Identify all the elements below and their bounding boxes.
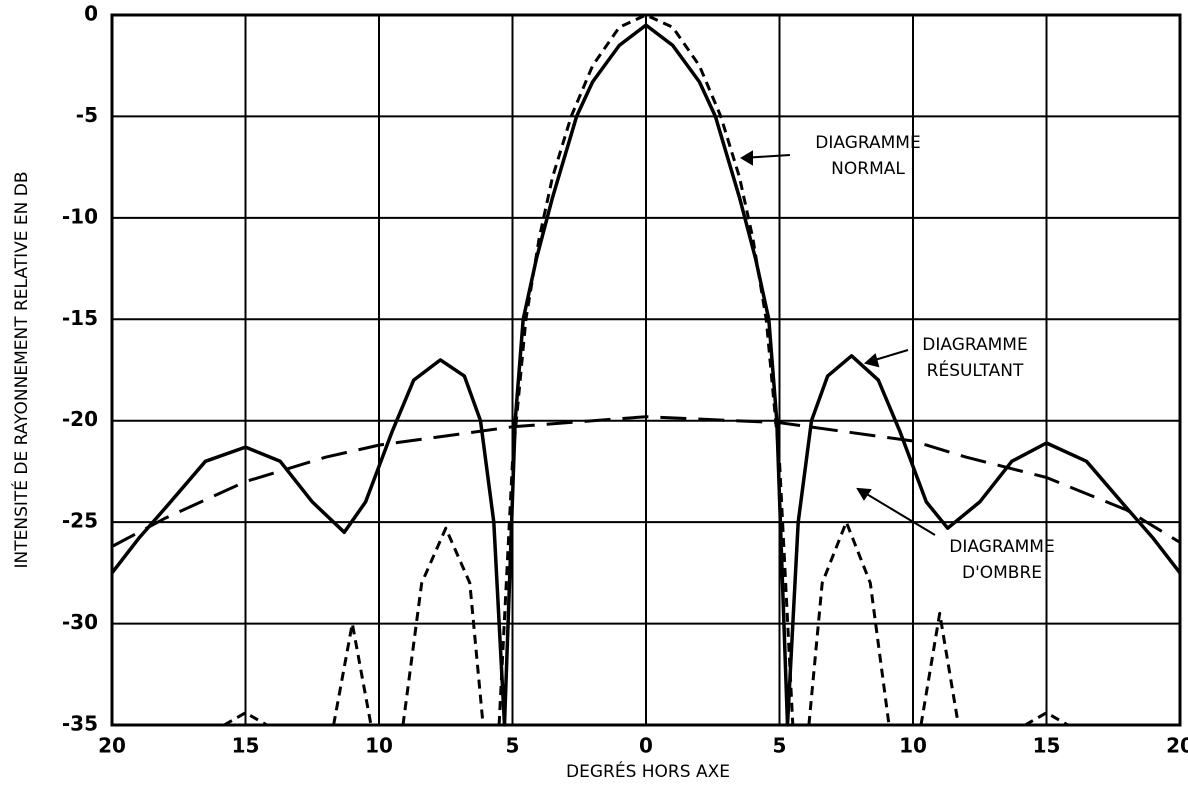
y-axis-label: INTENSITÉ DE RAYONNEMENT RELATIVE EN DB	[10, 171, 32, 568]
y-tick-label: -20	[62, 407, 98, 431]
y-tick-label: 0	[84, 2, 98, 26]
y-tick-label: -25	[62, 509, 98, 533]
x-tick-label: 20	[1166, 734, 1188, 758]
x-tick-label: 10	[365, 734, 393, 758]
x-tick-label: 0	[639, 734, 653, 758]
plot-frame	[110, 13, 1182, 727]
line-series	[110, 23, 1182, 727]
x-tick-label: 15	[232, 734, 260, 758]
x-axis-label: DEGRÉS HORS AXE	[566, 760, 730, 782]
y-tick-label: -35	[62, 712, 98, 736]
arrowhead	[863, 353, 880, 368]
arrowhead	[856, 487, 872, 501]
x-tick-label: 15	[1033, 734, 1061, 758]
line-series	[223, 13, 1069, 727]
arrowhead	[740, 150, 753, 166]
line-series	[111, 415, 1181, 548]
y-tick-label: -30	[62, 610, 98, 634]
arrow	[859, 489, 936, 536]
x-tick-label: 5	[773, 734, 787, 758]
annotation: DIAGRAMME	[815, 133, 920, 153]
x-tick-label: 10	[899, 734, 927, 758]
annotation: DIAGRAMME	[949, 537, 1054, 557]
annotation: NORMAL	[831, 159, 905, 179]
annotation: DIAGRAMME	[922, 335, 1027, 355]
y-tick-label: -5	[76, 103, 98, 127]
y-tick-label: -10	[62, 204, 98, 228]
x-tick-label: 20	[98, 734, 126, 758]
annotation: RÉSULTANT	[927, 359, 1024, 381]
y-tick-label: -15	[62, 306, 98, 330]
x-tick-label: 5	[506, 734, 520, 758]
annotation: D'OMBRE	[962, 563, 1042, 583]
annotation-arrows	[740, 150, 936, 536]
